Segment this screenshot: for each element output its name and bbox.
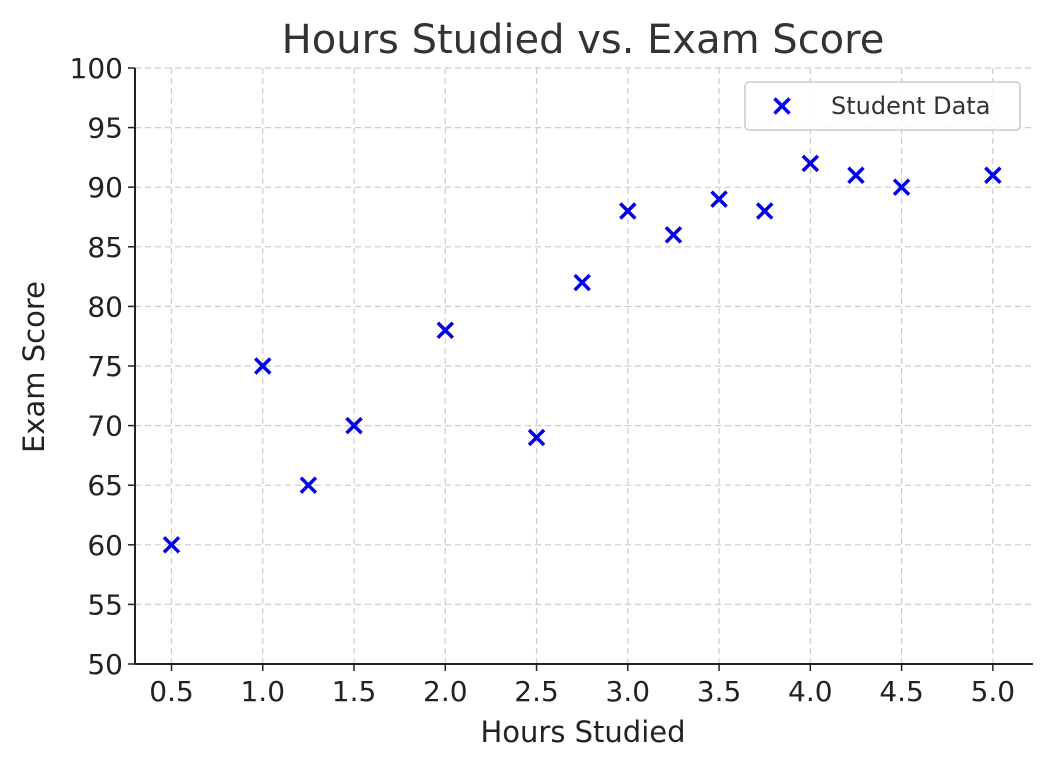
y-tick-label: 80 [87,290,123,323]
data-point [984,166,1002,185]
data-point [664,226,683,244]
data-point [299,476,318,494]
data-point [710,190,728,208]
legend-label-student-data: Student Data [831,92,990,120]
x-axis-label: Hours Studied [480,715,685,749]
data-point [162,536,181,554]
chart-title: Hours Studied vs. Exam Score [282,17,885,63]
x-tick-label: 3.0 [606,675,651,708]
y-tick-label: 60 [87,529,123,562]
x-tick-label: 4.5 [879,675,924,708]
data-point [619,202,637,220]
y-axis-label: Exam Score [17,281,51,453]
data-point [527,428,546,447]
legend-box [744,81,1021,131]
y-tick-label: 75 [87,350,123,383]
y-axis-ticks: 50 55 60 65 70 75 80 85 90 95 100 [70,52,135,681]
x-tick-label: 2.5 [514,675,559,708]
x-tick-label: 4.0 [788,675,833,708]
data-point [755,202,774,220]
data-point [892,178,911,196]
y-tick-label: 70 [87,410,123,443]
x-tick-label: 5.0 [971,675,1016,708]
y-tick-label: 55 [87,588,123,621]
y-tick-label: 95 [87,112,123,145]
x-tick-label: 2.0 [423,675,468,708]
legend-marker-x-icon [773,97,791,115]
data-point [847,166,865,185]
y-tick-label: 85 [87,231,123,264]
data-point [801,154,820,173]
y-tick-label: 50 [87,648,123,681]
x-axis-ticks: 0.5 1.0 1.5 2.0 2.5 3.0 3.5 4.0 4.5 5.0 [149,664,1015,708]
legend[interactable]: Student Data [744,81,1021,131]
x-tick-label: 3.5 [697,675,742,708]
y-tick-label: 90 [87,171,123,204]
data-points [162,154,1002,554]
y-tick-label: 65 [87,469,123,502]
x-tick-label: 0.5 [149,675,194,708]
y-tick-label: 100 [70,52,123,85]
data-point [573,273,591,292]
data-point [254,357,272,375]
data-point [345,416,363,435]
x-tick-label: 1.5 [332,675,377,708]
data-point [436,321,455,339]
x-tick-label: 1.0 [240,675,285,708]
